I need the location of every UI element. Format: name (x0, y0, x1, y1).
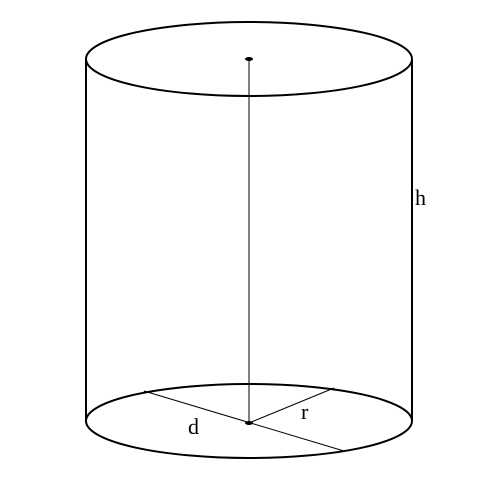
diameter-line (143, 390, 345, 452)
diameter-label: d (188, 414, 199, 439)
radius-label: r (301, 399, 309, 424)
top-center-point (245, 57, 253, 61)
height-label: h (415, 185, 426, 210)
radius-line (248, 387, 335, 424)
